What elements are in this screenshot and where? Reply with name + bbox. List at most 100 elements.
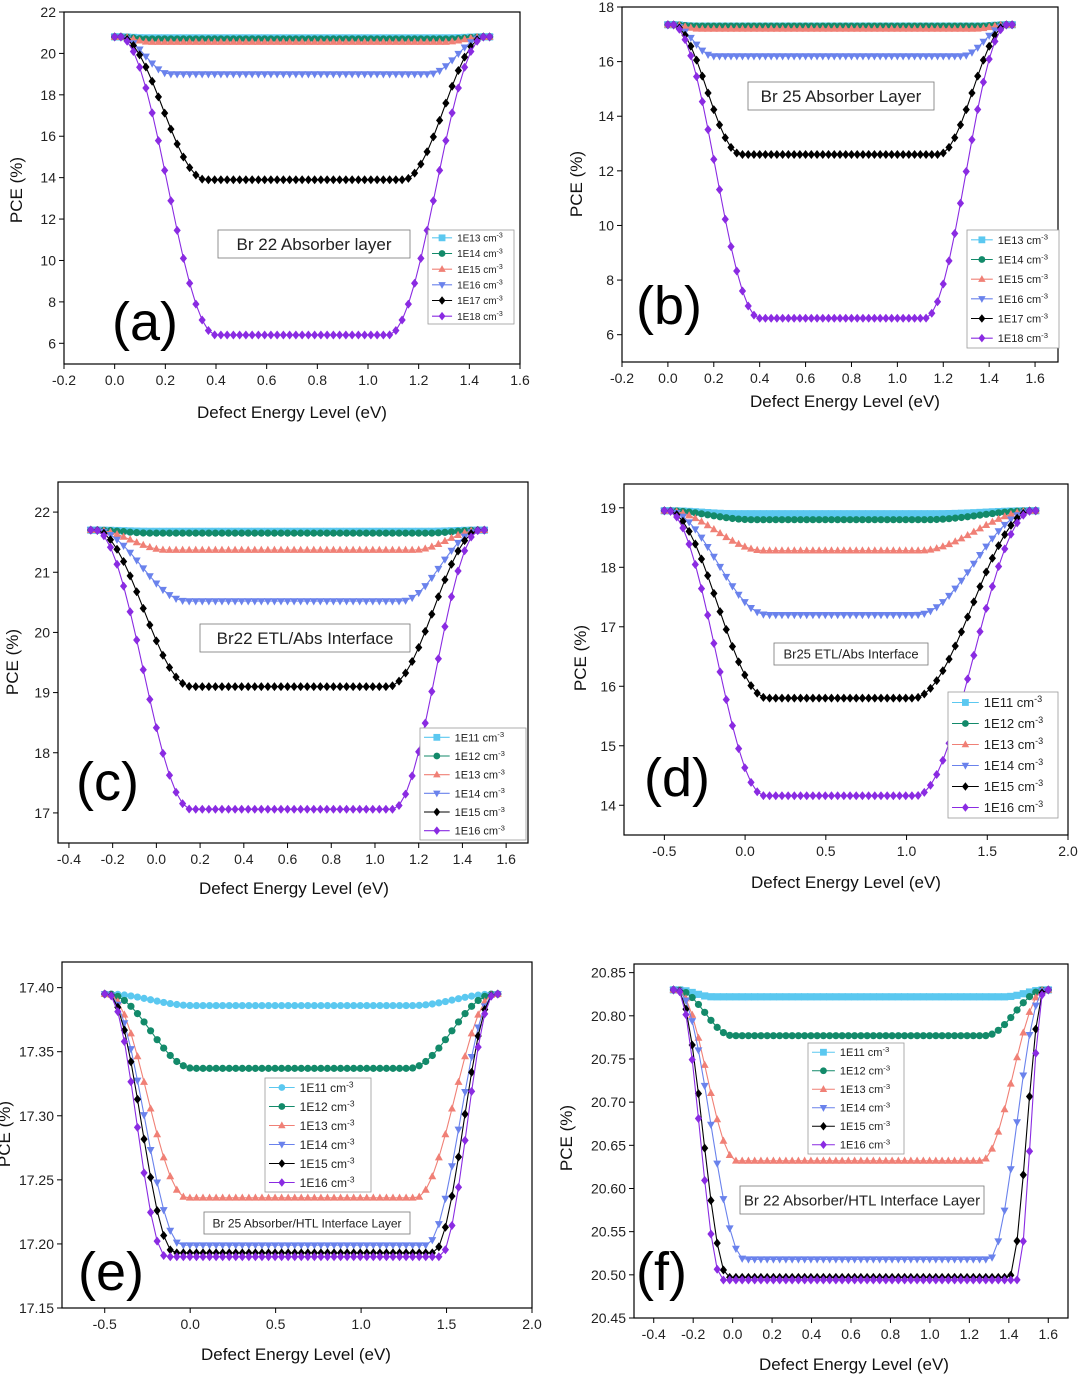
data-point xyxy=(382,1001,391,1010)
data-point xyxy=(688,988,696,997)
data-point xyxy=(303,545,312,553)
data-point xyxy=(731,1245,740,1253)
data-point xyxy=(460,44,469,52)
data-point xyxy=(869,1256,878,1264)
x-tick-label: 1.2 xyxy=(409,851,429,867)
data-point xyxy=(257,545,266,553)
data-point xyxy=(142,83,150,93)
legend-entry: 1E14 cm-3 xyxy=(457,248,503,260)
data-point xyxy=(922,53,931,61)
data-point xyxy=(117,32,125,42)
legend-marker xyxy=(278,1084,286,1091)
data-point xyxy=(1007,992,1015,1001)
data-point xyxy=(982,1275,990,1285)
data-point xyxy=(448,37,457,45)
data-point xyxy=(925,1032,934,1040)
data-point xyxy=(784,516,792,524)
annotation-box xyxy=(739,1185,985,1215)
data-point xyxy=(938,1256,947,1264)
x-tick-label: 0.2 xyxy=(156,372,176,388)
data-point xyxy=(1007,529,1015,539)
data-point xyxy=(809,516,817,524)
data-point xyxy=(146,1027,155,1035)
data-point xyxy=(919,1156,928,1164)
series-1e18-cm xyxy=(664,20,1016,323)
data-point xyxy=(982,1032,990,1040)
chart-panel-a: -0.2 0.0 0.2 0.4 0.6 0.8 1.0 1.2 1.4 1.6681012141… xyxy=(7,4,530,422)
data-point xyxy=(769,1256,778,1264)
data-point xyxy=(435,37,444,45)
data-point xyxy=(191,71,200,79)
y-tick-label: 17 xyxy=(600,619,616,635)
data-point xyxy=(376,1064,384,1072)
data-point xyxy=(404,71,413,79)
data-point xyxy=(408,1242,417,1250)
data-point xyxy=(273,330,281,340)
data-point xyxy=(395,598,403,606)
legend-marker xyxy=(820,1048,827,1056)
data-point xyxy=(217,598,226,606)
data-point xyxy=(139,540,148,548)
data-point xyxy=(962,167,970,177)
data-point xyxy=(127,1002,135,1010)
data-point xyxy=(311,330,319,340)
data-point xyxy=(186,278,194,288)
data-point xyxy=(732,993,740,1001)
data-point xyxy=(976,511,984,519)
data-point xyxy=(468,992,476,1000)
data-point xyxy=(688,1055,696,1065)
data-point xyxy=(1013,1236,1021,1246)
x-tick-label: 0.0 xyxy=(180,1316,200,1332)
data-point xyxy=(218,1193,227,1201)
legend-entry: 1E12 cm-3 xyxy=(455,749,505,763)
data-point xyxy=(216,71,225,79)
data-point xyxy=(951,133,959,143)
data-point xyxy=(166,999,174,1008)
y-tick-label: 14 xyxy=(40,170,56,186)
data-point xyxy=(354,37,363,45)
data-point xyxy=(238,529,246,537)
data-point xyxy=(728,583,737,591)
data-point xyxy=(933,24,942,32)
data-point xyxy=(795,24,804,32)
data-point xyxy=(323,1064,332,1072)
data-point xyxy=(273,71,282,79)
data-point xyxy=(939,755,947,765)
data-point xyxy=(375,598,384,606)
data-point xyxy=(356,1193,365,1201)
data-point xyxy=(154,136,163,146)
data-point xyxy=(945,592,954,601)
data-point xyxy=(146,1104,155,1112)
data-point xyxy=(113,536,121,544)
data-point xyxy=(850,1156,859,1164)
data-point xyxy=(395,1193,404,1201)
data-point xyxy=(238,1242,247,1250)
data-point xyxy=(914,546,923,554)
data-point xyxy=(391,37,400,45)
data-point xyxy=(179,37,188,45)
data-point xyxy=(1006,509,1015,518)
data-point xyxy=(863,1256,872,1264)
data-point xyxy=(920,689,928,699)
data-point xyxy=(815,693,823,703)
legend-entry: 1E17 cm-3 xyxy=(998,311,1048,325)
data-point xyxy=(211,529,219,537)
data-point xyxy=(271,1252,279,1262)
y-tick-label: 19 xyxy=(600,500,616,516)
data-point xyxy=(238,1064,246,1072)
data-point xyxy=(398,37,407,45)
series-1e17-cm xyxy=(111,32,494,185)
data-point xyxy=(414,589,423,598)
data-point xyxy=(494,989,502,999)
data-point xyxy=(415,1252,423,1262)
data-point xyxy=(186,1001,194,1010)
data-point xyxy=(422,1252,430,1262)
data-point xyxy=(825,1156,834,1164)
data-point xyxy=(694,990,703,998)
data-point xyxy=(410,37,419,45)
data-point xyxy=(199,1193,207,1201)
legend-entry: 1E15 cm-3 xyxy=(840,1119,890,1133)
data-point xyxy=(982,993,990,1001)
y-tick-label: 17.30 xyxy=(19,1108,54,1124)
